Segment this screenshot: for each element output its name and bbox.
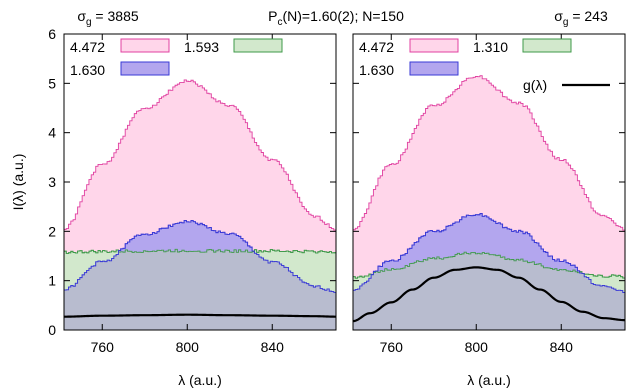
x-tick-label: 800 [176, 339, 200, 355]
panel-title-2: σg = 243 [554, 8, 608, 28]
legend-swatch-green [233, 38, 283, 53]
plot-area-1 [64, 79, 336, 330]
legend-swatch-blue [409, 61, 459, 76]
plot-area-2 [353, 75, 625, 330]
panel-1: 760 800 840 0 1 2 3 4 5 6 λ (a.u.) σg = 3885 4.472 1.… [48, 8, 337, 388]
overlap-area-1 [64, 249, 336, 330]
y-tick-label: 6 [48, 26, 56, 42]
series-curve-1 [64, 313, 336, 318]
x-tick-label: 760 [380, 339, 404, 355]
figure-title: Pc(N)=1.60(2); N=150 [268, 8, 404, 28]
series-line-pink-1 [64, 79, 336, 231]
legend-swatch-pink [409, 38, 459, 53]
x-axis-label: λ (a.u.) [178, 372, 222, 388]
legend-swatch-blue [120, 61, 170, 76]
x-tick-label: 840 [261, 339, 285, 355]
legend-swatch-green [522, 38, 572, 53]
y-axis-label: I(λ) (a.u.) [10, 154, 26, 211]
series-outline-blue-2 [353, 213, 625, 293]
y-tick-label: 3 [48, 174, 56, 190]
panel-title-1: σg = 3885 [77, 8, 139, 28]
y-tick-label: 4 [48, 125, 56, 141]
series-line-pink-2 [353, 75, 625, 231]
legend-label-blue: 1.630 [70, 62, 105, 78]
y-tick-label: 0 [48, 322, 56, 338]
x-axis-label: λ (a.u.) [467, 372, 511, 388]
legend-swatch-pink [120, 38, 170, 53]
panel-2: 760 800 840 λ (a.u.) σg = 243 4.472 1.310 1.630… [352, 8, 626, 388]
legend-label-green: 1.593 [184, 39, 219, 55]
overlap-area-2 [353, 252, 625, 330]
x-tick-label: 800 [465, 339, 489, 355]
legend-label-blue: 1.630 [359, 62, 394, 78]
y-tick-label: 5 [48, 75, 56, 91]
legend-label-pink: 4.472 [359, 39, 394, 55]
x-tick-label: 840 [550, 339, 574, 355]
series-outline-blue-1 [64, 220, 336, 293]
legend-label-green: 1.310 [473, 39, 508, 55]
y-tick-label: 1 [48, 273, 56, 289]
x-tick-label: 760 [91, 339, 115, 355]
legend-label-curve: g(λ) [523, 77, 547, 93]
series-outline-green-1 [64, 248, 336, 254]
y-tick-label: 2 [48, 223, 56, 239]
series-curve-2 [353, 266, 625, 323]
legend-label-pink: 4.472 [70, 39, 105, 55]
